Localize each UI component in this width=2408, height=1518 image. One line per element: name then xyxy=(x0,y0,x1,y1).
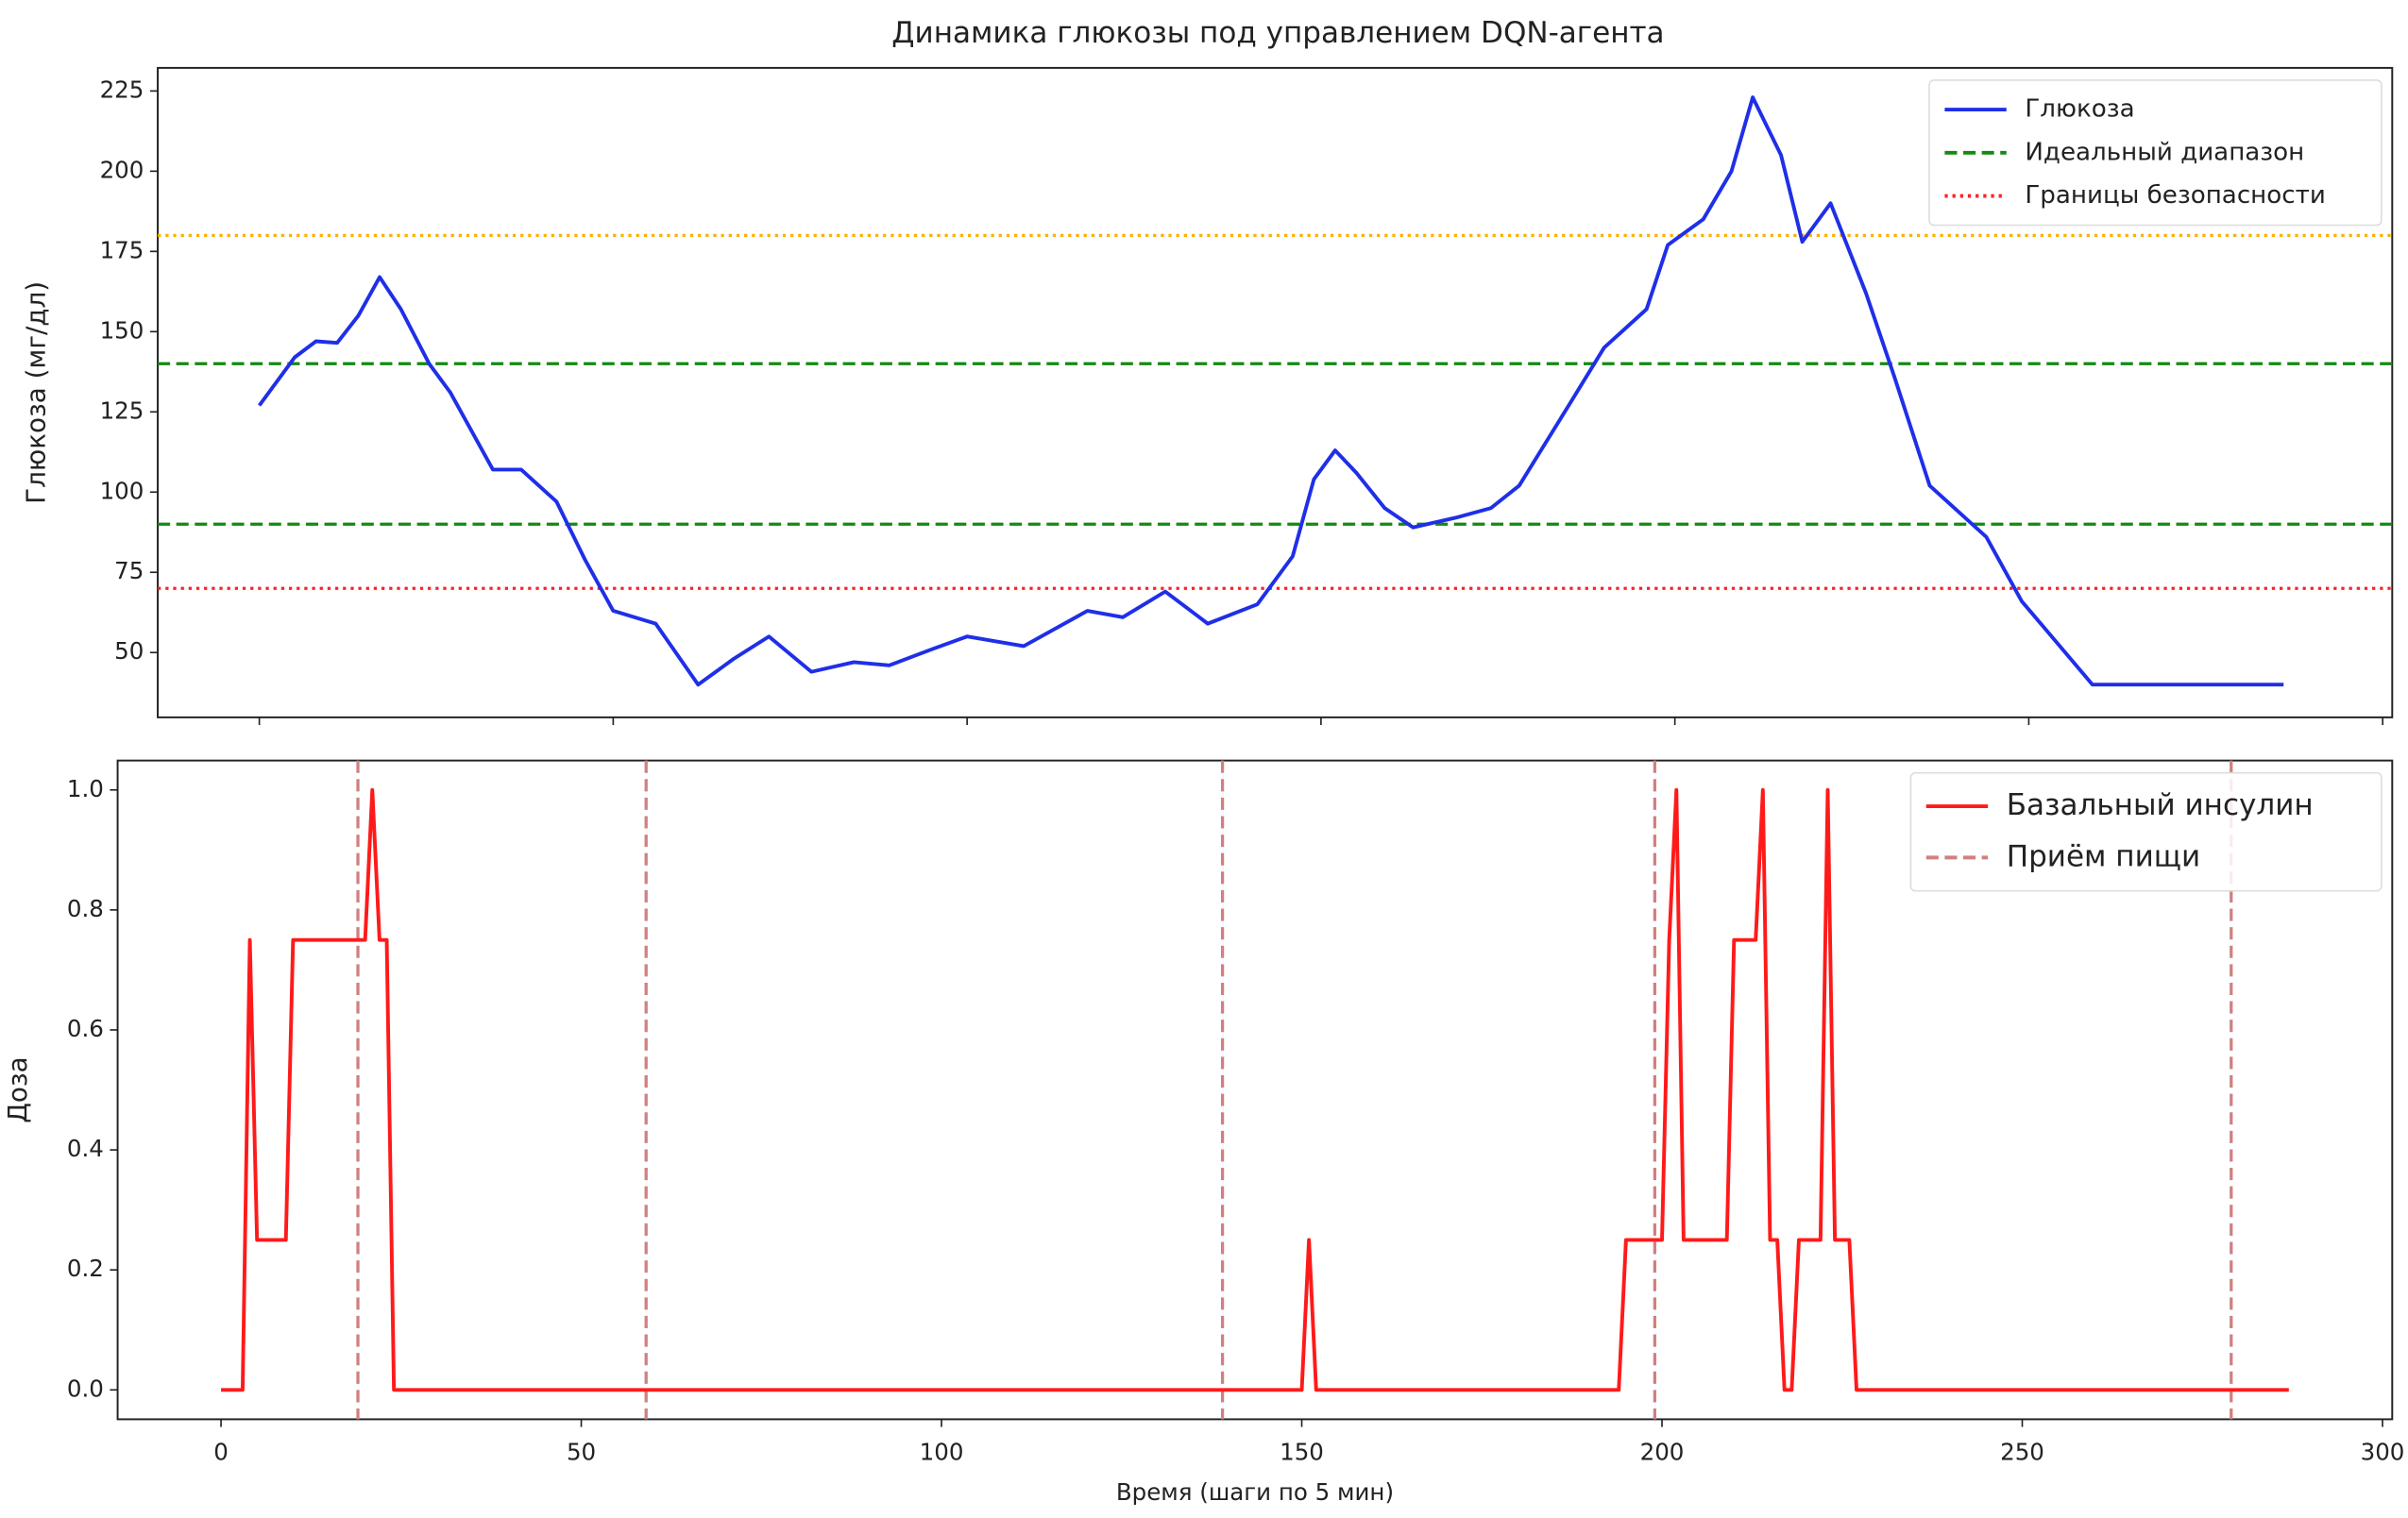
x-tick-label: 300 xyxy=(2361,1438,2405,1465)
y-tick-label: 100 xyxy=(100,477,144,504)
y-tick-label: 0.8 xyxy=(67,895,104,922)
plot-frame xyxy=(116,759,2394,1421)
y-tick-label: 150 xyxy=(100,316,144,344)
x-tick-label: 0 xyxy=(213,1438,229,1465)
x-tick-label: 50 xyxy=(567,1438,596,1465)
legend-box xyxy=(1928,79,2383,227)
y-tick-label: 0.0 xyxy=(67,1375,104,1402)
y-tick-label: 50 xyxy=(114,637,144,665)
chart-title: Динамика глюкозы под управлением DQN-аге… xyxy=(891,16,1664,50)
y-tick-label: 1.0 xyxy=(67,775,104,802)
legend-label: Идеальный диапазон xyxy=(2025,138,2304,166)
y-tick-label: 175 xyxy=(100,236,144,263)
y-tick-label: 0.6 xyxy=(67,1015,104,1042)
legend-label: Глюкоза xyxy=(2025,95,2134,124)
y-tick-label: 75 xyxy=(114,557,144,584)
y-axis-label: Глюкоза (мг/дл) xyxy=(21,281,52,504)
y-tick-label: 200 xyxy=(100,156,144,183)
legend-label: Границы безопасности xyxy=(2025,181,2325,210)
y-tick-label: 125 xyxy=(100,396,144,424)
x-axis-label: Время (шаги по 5 мин) xyxy=(1116,1478,1394,1506)
series-line xyxy=(258,95,2284,687)
plot-frame xyxy=(157,66,2394,718)
x-tick-label: 250 xyxy=(2000,1438,2044,1465)
series-line xyxy=(221,787,2289,1392)
x-tick-label: 150 xyxy=(1280,1438,1324,1465)
legend-label: Приём пищи xyxy=(2007,839,2200,873)
y-axis-label: Доза xyxy=(2,1056,33,1122)
legend-label: Базальный инсулин xyxy=(2007,788,2314,822)
legend-box xyxy=(1909,771,2383,892)
x-tick-label: 100 xyxy=(920,1438,964,1465)
y-tick-label: 225 xyxy=(100,76,144,103)
y-tick-label: 0.2 xyxy=(67,1255,104,1282)
x-tick-label: 200 xyxy=(1640,1438,1685,1465)
y-tick-label: 0.4 xyxy=(67,1135,104,1162)
